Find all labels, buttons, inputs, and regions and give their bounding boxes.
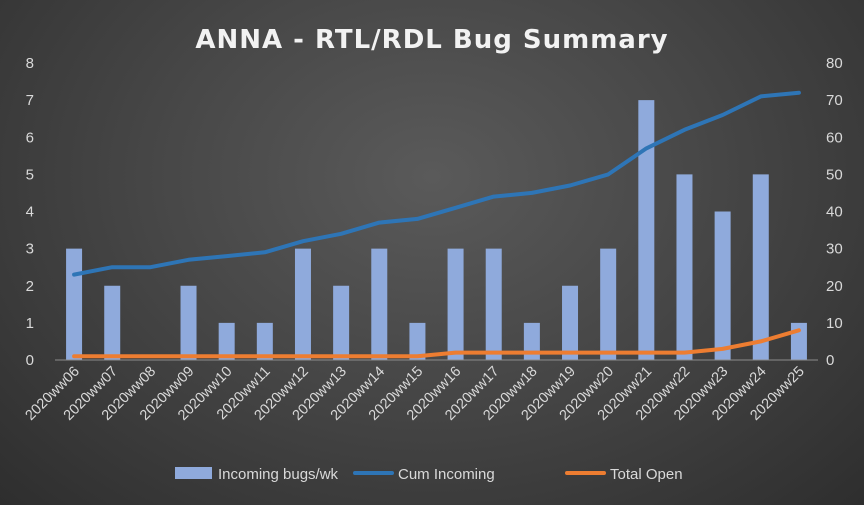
right-axis: 0 10 20 30 40 50 60 70 80	[826, 55, 843, 369]
right-axis-tick-label: 0	[826, 352, 834, 369]
legend-swatch	[175, 467, 212, 479]
incoming-bar	[447, 248, 464, 360]
incoming-bar	[600, 248, 617, 360]
incoming-bar	[371, 248, 388, 360]
incoming-bar	[752, 174, 769, 360]
legend: Incoming bugs/wk Cum Incoming Total Open	[175, 466, 683, 483]
left-axis-tick-label: 0	[26, 352, 34, 369]
left-axis-tick-label: 3	[26, 241, 34, 258]
line-series	[72, 90, 801, 359]
incoming-bar	[218, 322, 235, 360]
right-axis-tick-label: 40	[826, 204, 843, 221]
left-axis-tick-label: 7	[26, 92, 34, 109]
right-axis-tick-label: 10	[826, 315, 843, 332]
right-axis-tick-label: 50	[826, 166, 843, 183]
right-axis-tick-label: 80	[826, 55, 843, 72]
left-axis-tick-label: 5	[26, 166, 34, 183]
left-axis-tick-label: 2	[26, 278, 34, 295]
right-axis-tick-label: 20	[826, 278, 843, 295]
incoming-bar	[638, 100, 655, 360]
incoming-bar	[256, 322, 273, 360]
right-axis-tick-label: 70	[826, 92, 843, 109]
cum-incoming-line	[72, 90, 801, 277]
legend-label: Incoming bugs/wk	[218, 466, 339, 483]
left-axis-tick-label: 6	[26, 129, 34, 146]
left-axis-tick-label: 1	[26, 315, 34, 332]
incoming-bar	[485, 248, 502, 360]
x-axis: 2020ww062020ww072020ww082020ww092020ww10…	[23, 364, 808, 424]
total-open-line	[72, 328, 801, 359]
left-axis: 0 1 2 3 4 5 6 7 8	[26, 55, 34, 369]
incoming-bar	[66, 248, 83, 360]
incoming-bar	[180, 285, 197, 360]
right-axis-tick-label: 60	[826, 129, 843, 146]
incoming-bar	[676, 174, 693, 360]
left-axis-tick-label: 4	[26, 204, 34, 221]
bar-series	[66, 100, 807, 360]
chart-title: ANNA - RTL/RDL Bug Summary	[195, 25, 668, 55]
incoming-bar	[714, 211, 731, 360]
incoming-bar	[333, 285, 350, 360]
legend-label: Total Open	[610, 466, 683, 483]
incoming-bar	[409, 322, 426, 360]
incoming-bar	[104, 285, 121, 360]
incoming-bar	[294, 248, 311, 360]
right-axis-tick-label: 30	[826, 241, 843, 258]
left-axis-tick-label: 8	[26, 55, 34, 72]
incoming-bar	[562, 285, 579, 360]
legend-label: Cum Incoming	[398, 466, 495, 483]
